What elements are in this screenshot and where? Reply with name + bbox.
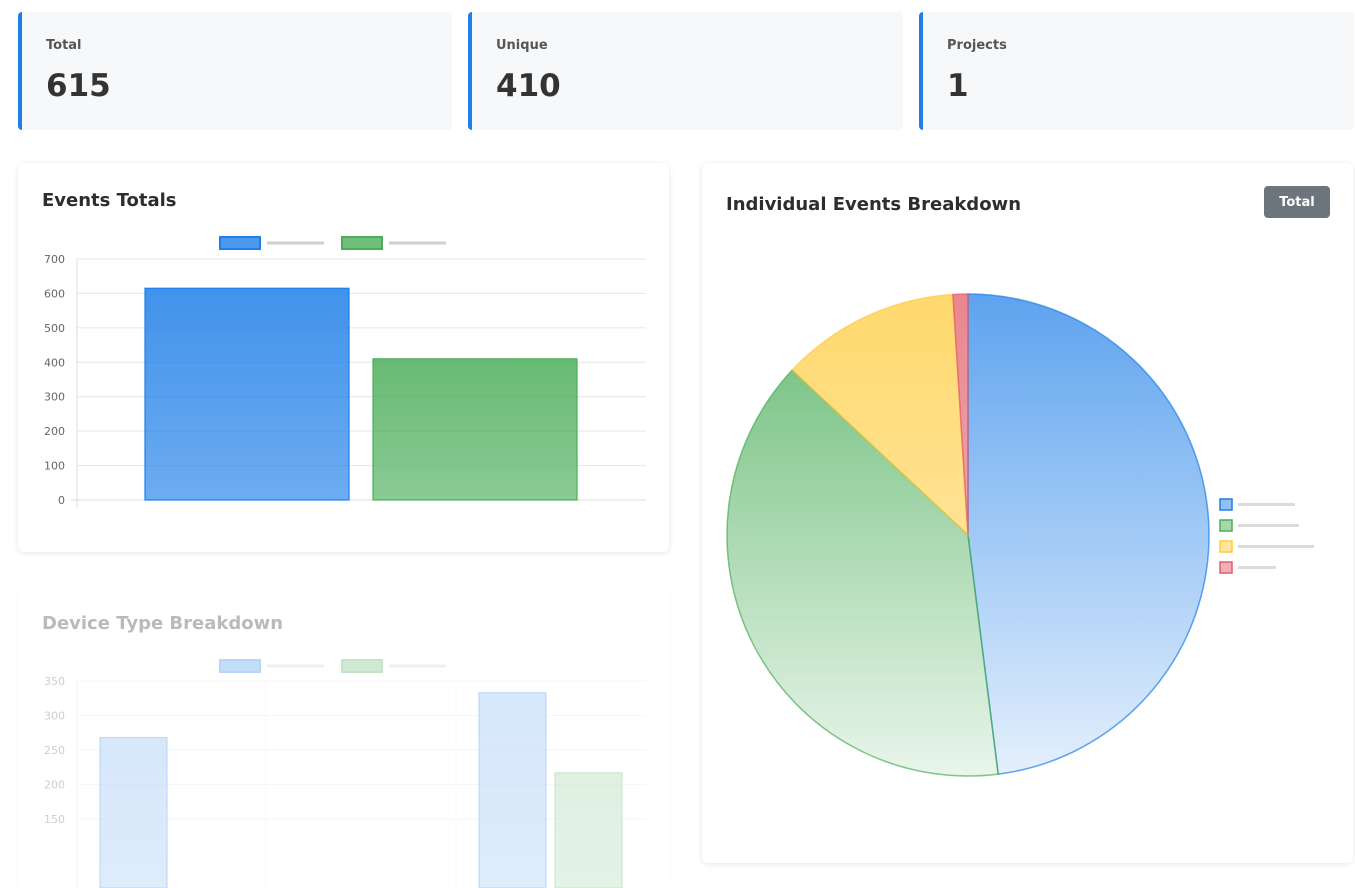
bar [144, 287, 350, 501]
y-tick-label: 350 [44, 675, 65, 688]
legend-swatch [341, 236, 383, 250]
y-tick-label: 100 [44, 460, 65, 473]
bar [372, 358, 578, 501]
stat-card-total: Total 615 [18, 12, 452, 130]
stat-value: 615 [46, 68, 111, 104]
events-totals-panel: Events Totals 0 100 200 300 400 500 600 700 [18, 163, 669, 552]
panel-title: Device Type Breakdown [42, 613, 284, 634]
legend-swatch [1219, 540, 1233, 553]
legend-label-placeholder [389, 241, 446, 245]
pie-slice [791, 293, 969, 537]
stat-label: Projects [947, 38, 1007, 53]
legend-swatch [219, 659, 261, 673]
legend-label-placeholder [389, 664, 446, 668]
legend-swatch [1219, 498, 1233, 511]
panel-title: Individual Events Breakdown [726, 194, 1022, 215]
stat-value: 1 [947, 68, 969, 104]
bar [99, 737, 168, 888]
y-tick-label: 150 [44, 813, 65, 826]
legend-label-placeholder [267, 664, 324, 668]
total-button[interactable]: Total [1264, 186, 1330, 218]
legend-swatch [1219, 561, 1233, 574]
stat-card-projects: Projects 1 [919, 12, 1354, 130]
y-tick-label: 400 [44, 356, 65, 369]
legend-label-placeholder [1238, 566, 1276, 569]
bar [554, 772, 623, 888]
events-totals-chart: 0 100 200 300 400 500 600 700 [44, 236, 646, 508]
y-tick-label: 200 [44, 779, 65, 792]
legend-label-placeholder [1238, 503, 1295, 506]
legend-label-placeholder [267, 241, 324, 245]
events-breakdown-chart [726, 293, 1314, 777]
stat-card-unique: Unique 410 [468, 12, 903, 130]
stat-value: 410 [496, 68, 561, 104]
device-type-panel: Device Type Breakdown 150 200 250 300 350 [18, 588, 669, 888]
stat-label: Unique [496, 38, 548, 53]
device-type-chart: 150 200 250 300 350 [44, 659, 646, 888]
y-tick-label: 500 [44, 322, 65, 335]
bar [478, 692, 547, 888]
legend-swatch [1219, 519, 1233, 532]
pie-slice [726, 368, 1000, 777]
stat-label: Total [46, 38, 82, 53]
y-tick-label: 250 [44, 744, 65, 757]
y-tick-label: 700 [44, 253, 65, 266]
legend-label-placeholder [1238, 524, 1299, 527]
panel-title: Events Totals [42, 190, 177, 211]
y-tick-label: 300 [44, 710, 65, 723]
y-tick-label: 600 [44, 287, 65, 300]
pie-slice [952, 293, 969, 536]
y-tick-label: 0 [58, 494, 65, 507]
legend-swatch [341, 659, 383, 673]
y-tick-label: 200 [44, 425, 65, 438]
pie-slice [967, 293, 1210, 775]
y-tick-label: 300 [44, 391, 65, 404]
legend-swatch [219, 236, 261, 250]
events-breakdown-panel: Individual Events Breakdown [702, 163, 1353, 863]
legend-label-placeholder [1238, 545, 1314, 548]
